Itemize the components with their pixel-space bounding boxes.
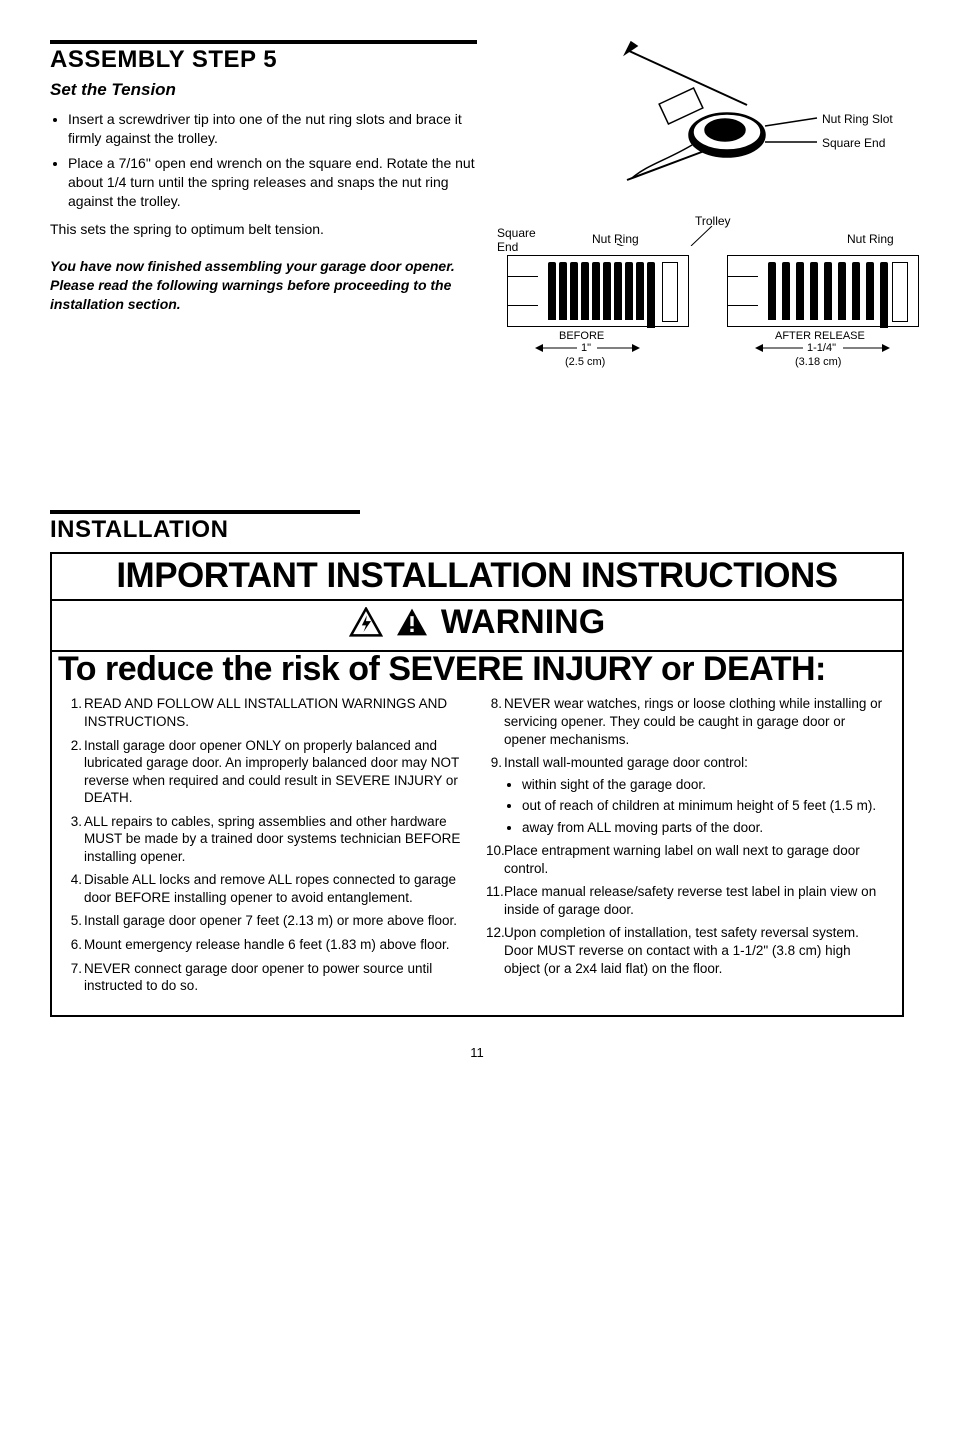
list-item: ALL repairs to cables, spring assemblies… [84, 813, 468, 866]
warning-subtitle: To reduce the risk of SEVERE INJURY or D… [52, 652, 902, 692]
list-item: NEVER wear watches, rings or loose cloth… [504, 695, 888, 748]
label-square-end: Square End [822, 136, 885, 150]
after-coil-icon [727, 255, 919, 327]
warning-word: WARNING [441, 603, 605, 642]
list-item: Disable ALL locks and remove ALL ropes c… [84, 871, 468, 906]
assembly-subheading: Set the Tension [50, 80, 477, 100]
warning-box-title: IMPORTANT INSTALLATION INSTRUCTIONS [52, 554, 902, 595]
after-arrow-icon [755, 342, 915, 354]
list-item: NEVER connect garage door opener to powe… [84, 960, 468, 995]
label-nut-ring-slot: Nut Ring Slot [822, 112, 893, 126]
list-item: out of reach of children at minimum heig… [522, 797, 888, 815]
list-item: Install garage door opener ONLY on prope… [84, 737, 468, 807]
page-number: 11 [50, 1045, 904, 1060]
list-item: Install wall-mounted garage door control… [504, 754, 888, 836]
list-item: Place a 7/16" open end wrench on the squ… [68, 154, 477, 211]
before-arrow-icon [535, 342, 675, 354]
assembly-diagram: Nut Ring Slot Square End Trolley Square … [497, 40, 904, 380]
tension-note: This sets the spring to optimum belt ten… [50, 220, 477, 239]
item-9-text: Install wall-mounted garage door control… [504, 755, 748, 770]
assembly-title: ASSEMBLY STEP 5 [50, 40, 477, 74]
before-coil-icon [507, 255, 689, 327]
list-item: Place manual release/safety reverse test… [504, 883, 888, 918]
list-item: away from ALL moving parts of the door. [522, 819, 888, 837]
list-item: within sight of the garage door. [522, 776, 888, 794]
finish-note: You have now finished assembling your ga… [50, 257, 477, 314]
list-item: Place entrapment warning label on wall n… [504, 842, 888, 877]
warning-banner: WARNING [52, 601, 902, 646]
warning-box: IMPORTANT INSTALLATION INSTRUCTIONS WARN… [50, 552, 904, 1017]
list-item: Insert a screwdriver tip into one of the… [68, 110, 477, 148]
lightning-triangle-icon [349, 607, 383, 637]
pointer-lines-icon [497, 226, 904, 246]
label-before-cm: (2.5 cm) [565, 356, 605, 369]
item-9-sublist: within sight of the garage door. out of … [504, 776, 888, 837]
installation-title: INSTALLATION [50, 510, 360, 544]
list-item: Install garage door opener 7 feet (2.13 … [84, 912, 468, 930]
label-after-cm: (3.18 cm) [795, 356, 841, 369]
list-item: Upon completion of installation, test sa… [504, 924, 888, 977]
list-item: Mount emergency release handle 6 feet (1… [84, 936, 468, 954]
exclamation-triangle-icon [395, 607, 429, 637]
list-item: READ AND FOLLOW ALL INSTALLATION WARNING… [84, 695, 468, 730]
warning-list-right: NEVER wear watches, rings or loose cloth… [486, 695, 888, 977]
assembly-bullets: Insert a screwdriver tip into one of the… [50, 110, 477, 210]
warning-list-left: READ AND FOLLOW ALL INSTALLATION WARNING… [66, 695, 468, 994]
